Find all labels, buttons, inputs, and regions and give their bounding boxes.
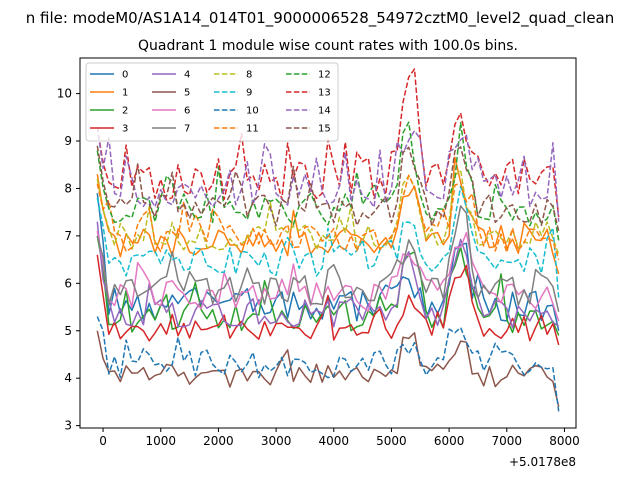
series-line-15 (96, 145, 560, 232)
legend-label: 11 (246, 124, 259, 135)
x-tick-label: 2000 (203, 434, 234, 448)
legend-label: 14 (318, 106, 331, 117)
legend-label: 12 (318, 70, 331, 81)
legend-label: 2 (122, 106, 128, 117)
series-line-9 (96, 185, 560, 298)
legend-label: 10 (246, 106, 259, 117)
series-line-11 (96, 174, 560, 260)
x-tick-label: 8000 (549, 434, 580, 448)
series-layer (96, 68, 560, 412)
legend-label: 3 (122, 124, 128, 135)
y-tick-label: 3 (64, 419, 72, 433)
y-tick-label: 9 (64, 134, 72, 148)
x-tick-label: 1000 (145, 434, 176, 448)
legend-label: 6 (184, 106, 190, 117)
x-tick-label: 6000 (434, 434, 465, 448)
series-line-1 (96, 156, 560, 275)
legend-frame (85, 62, 339, 142)
y-axis-ticks: 3 4 5 6 7 8 9 10 (57, 87, 80, 433)
series-line-3 (96, 254, 560, 346)
series-line-10 (96, 316, 560, 412)
x-tick-label: 5000 (376, 434, 407, 448)
x-tick-label: 7000 (492, 434, 523, 448)
legend-label: 1 (122, 88, 128, 99)
x-axis-offset-label: +5.0178e8 (509, 455, 576, 469)
x-tick-label: 3000 (261, 434, 292, 448)
x-axis-ticks: 0 1000 2000 3000 4000 5000 6000 7000 8000 (99, 428, 580, 448)
x-tick-label: 4000 (318, 434, 349, 448)
legend-label: 8 (246, 70, 252, 81)
series-line-2 (96, 235, 560, 336)
series-line-4 (96, 221, 560, 329)
legend-label: 5 (184, 88, 190, 99)
chart-title: Quadrant 1 module wise count rates with … (138, 38, 518, 54)
legend-label: 4 (184, 70, 190, 81)
series-line-6 (96, 231, 560, 322)
suptitle: n file: modeM0/AS1A14_014T01_9000006528_… (26, 9, 615, 28)
legend-label: 7 (184, 124, 190, 135)
legend-label: 9 (246, 88, 252, 99)
legend-label: 0 (122, 70, 128, 81)
y-tick-label: 10 (57, 87, 72, 101)
y-tick-label: 8 (64, 181, 72, 195)
x-tick-label: 0 (99, 434, 107, 448)
y-tick-label: 7 (64, 229, 72, 243)
series-line-5 (96, 330, 560, 407)
series-line-8 (96, 169, 560, 256)
legend-label: 13 (318, 88, 331, 99)
y-tick-label: 6 (64, 276, 72, 290)
series-line-7 (96, 205, 560, 312)
legend-label: 15 (318, 124, 331, 135)
plot-area-frame (79, 57, 577, 429)
y-tick-label: 5 (64, 324, 72, 338)
y-tick-label: 4 (64, 371, 72, 385)
series-line-12 (96, 121, 560, 241)
